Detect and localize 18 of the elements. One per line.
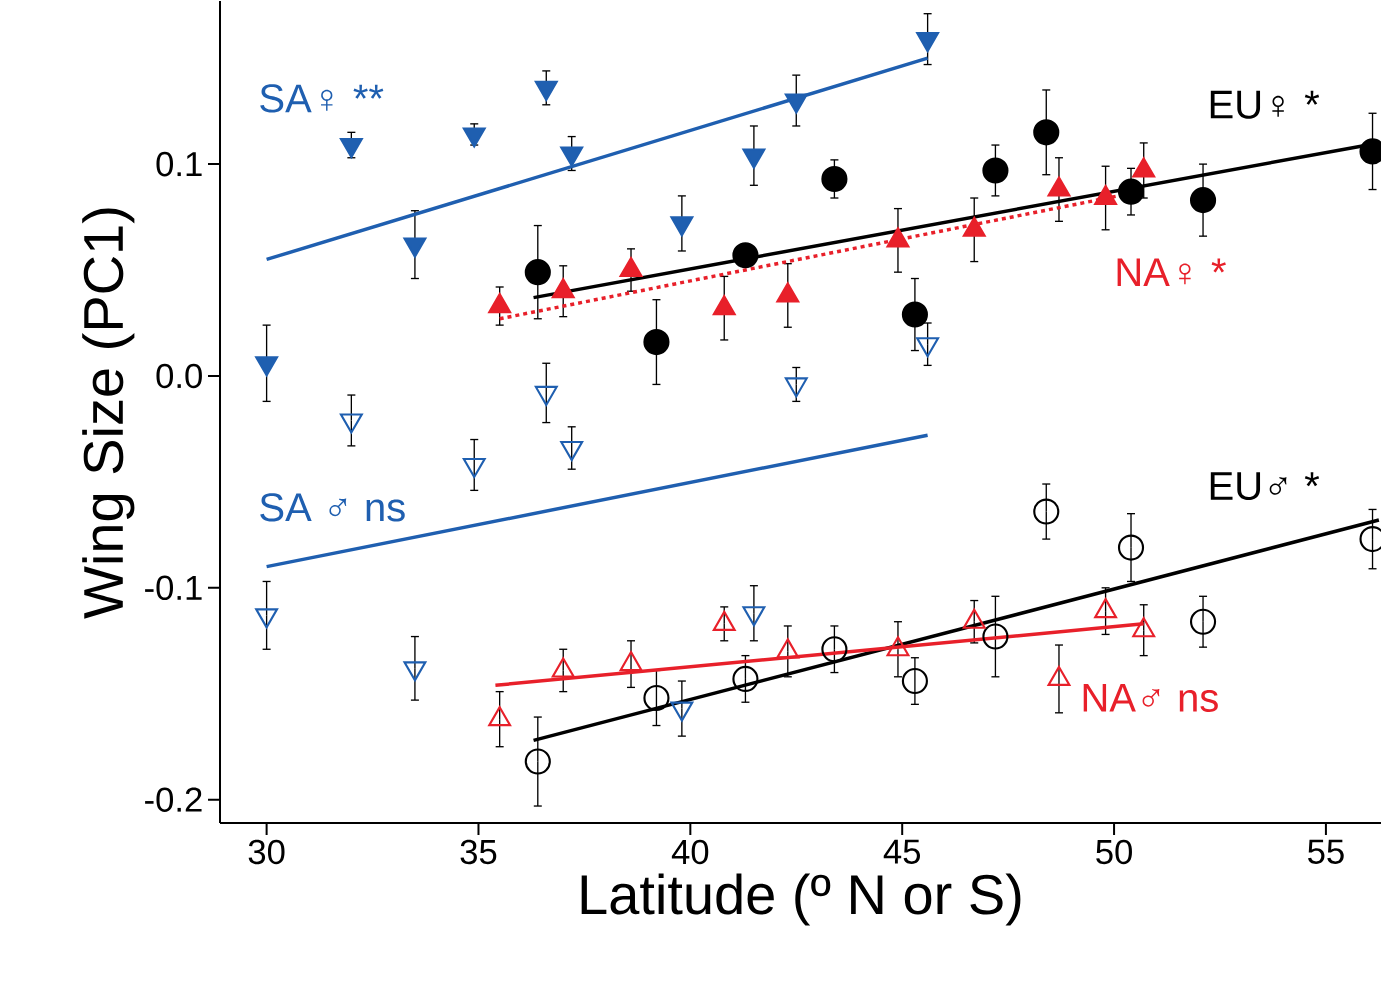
x-axis-title: Latitude (º N or S) [581, 873, 1021, 926]
y-tick-label: -0.1 [145, 575, 202, 601]
x-tick-label: 35 [460, 839, 497, 865]
series-label: EU♀ * [1210, 90, 1320, 119]
x-tick-label: 45 [883, 839, 921, 864]
y-tick-label: 0.1 [156, 151, 202, 177]
x-tick-label: 40 [671, 839, 709, 865]
series-label: SA♀ ** [260, 84, 384, 113]
y-tick-label: -0.2 [145, 787, 202, 812]
x-tick-label: 55 [1308, 839, 1344, 864]
series-label: SA ♂ ns [260, 493, 405, 522]
x-tick-label: 30 [248, 839, 285, 865]
y-tick-label: 0.0 [156, 363, 202, 389]
y-axis-title: Wing Size (PC1) [82, 208, 135, 619]
x-tick-label: 50 [1096, 839, 1132, 865]
series-label: NA♀ * [1117, 258, 1226, 286]
series-label: EU♂ * [1210, 472, 1320, 501]
series-label: NA♂ ns [1083, 684, 1218, 712]
